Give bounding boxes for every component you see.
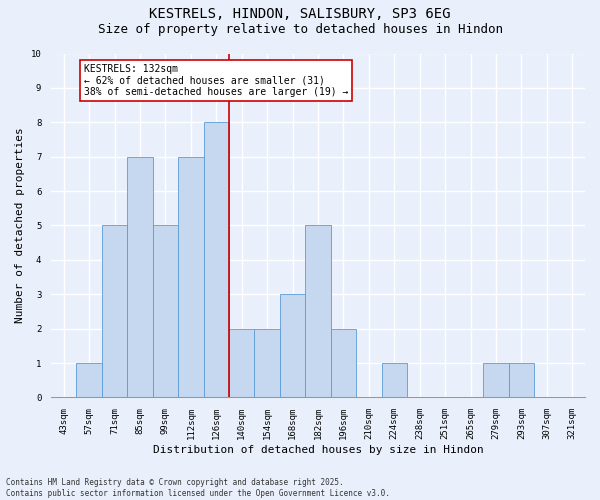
Bar: [331, 328, 356, 398]
Bar: [178, 156, 203, 398]
Bar: [76, 363, 102, 398]
Text: Contains HM Land Registry data © Crown copyright and database right 2025.
Contai: Contains HM Land Registry data © Crown c…: [6, 478, 390, 498]
Bar: [382, 363, 407, 398]
Y-axis label: Number of detached properties: Number of detached properties: [15, 128, 25, 324]
Text: KESTRELS: 132sqm
← 62% of detached houses are smaller (31)
38% of semi-detached : KESTRELS: 132sqm ← 62% of detached house…: [84, 64, 349, 97]
Bar: [229, 328, 254, 398]
Text: Size of property relative to detached houses in Hindon: Size of property relative to detached ho…: [97, 22, 503, 36]
Text: KESTRELS, HINDON, SALISBURY, SP3 6EG: KESTRELS, HINDON, SALISBURY, SP3 6EG: [149, 8, 451, 22]
Bar: [483, 363, 509, 398]
X-axis label: Distribution of detached houses by size in Hindon: Distribution of detached houses by size …: [152, 445, 484, 455]
Bar: [509, 363, 534, 398]
Bar: [280, 294, 305, 398]
Bar: [102, 226, 127, 398]
Bar: [203, 122, 229, 398]
Bar: [254, 328, 280, 398]
Bar: [305, 226, 331, 398]
Bar: [127, 156, 153, 398]
Bar: [153, 226, 178, 398]
